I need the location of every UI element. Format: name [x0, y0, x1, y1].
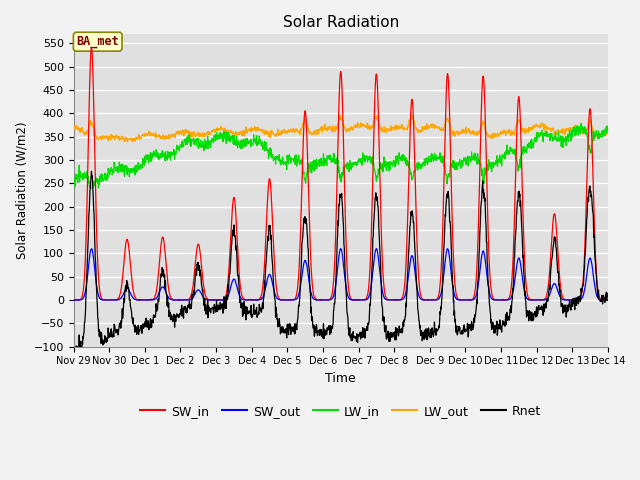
SW_out: [494, 297, 502, 303]
SW_out: [541, 297, 549, 303]
Rnet: [604, 293, 612, 299]
Y-axis label: Solar Radiation (W/m2): Solar Radiation (W/m2): [15, 121, 28, 259]
Line: LW_out: LW_out: [74, 115, 608, 142]
SW_in: [70, 297, 78, 303]
Rnet: [424, 333, 432, 339]
Line: SW_in: SW_in: [74, 48, 608, 300]
LW_in: [541, 131, 548, 136]
Rnet: [249, 312, 257, 318]
SW_out: [71, 297, 79, 303]
SW_in: [70, 297, 77, 303]
LW_in: [577, 120, 585, 126]
Rnet: [88, 168, 95, 174]
LW_in: [176, 144, 184, 150]
LW_out: [176, 130, 184, 136]
LW_in: [70, 183, 77, 189]
LW_in: [249, 143, 257, 148]
SW_out: [424, 297, 432, 303]
LW_in: [86, 185, 94, 191]
Rnet: [70, 356, 77, 361]
SW_in: [541, 296, 549, 301]
LW_out: [541, 125, 549, 131]
SW_in: [604, 297, 612, 303]
Rnet: [189, 291, 197, 297]
SW_in: [249, 297, 257, 303]
LW_out: [408, 112, 415, 118]
Text: BA_met: BA_met: [76, 35, 119, 48]
Rnet: [541, 304, 549, 310]
LW_out: [189, 131, 196, 136]
Line: Rnet: Rnet: [74, 171, 608, 359]
SW_in: [424, 297, 432, 303]
LW_out: [249, 128, 257, 133]
LW_out: [424, 123, 432, 129]
X-axis label: Time: Time: [325, 372, 356, 385]
Rnet: [71, 356, 79, 362]
SW_in: [177, 297, 184, 303]
LW_in: [493, 164, 501, 169]
SW_out: [604, 297, 612, 303]
SW_in: [88, 45, 95, 51]
LW_out: [494, 132, 502, 138]
Line: LW_in: LW_in: [74, 123, 608, 188]
LW_out: [70, 125, 77, 131]
SW_in: [189, 282, 197, 288]
Title: Solar Radiation: Solar Radiation: [283, 15, 399, 30]
LW_in: [604, 127, 612, 132]
LW_out: [604, 129, 612, 134]
SW_out: [176, 297, 184, 303]
LW_out: [129, 139, 136, 144]
SW_out: [249, 297, 257, 303]
SW_out: [372, 246, 380, 252]
SW_out: [189, 295, 196, 300]
SW_in: [494, 297, 502, 303]
LW_in: [189, 137, 196, 143]
LW_in: [424, 160, 431, 166]
Line: SW_out: SW_out: [74, 249, 608, 300]
SW_out: [70, 297, 77, 303]
Rnet: [494, 321, 502, 327]
Legend: SW_in, SW_out, LW_in, LW_out, Rnet: SW_in, SW_out, LW_in, LW_out, Rnet: [135, 400, 547, 423]
Rnet: [177, 312, 184, 317]
